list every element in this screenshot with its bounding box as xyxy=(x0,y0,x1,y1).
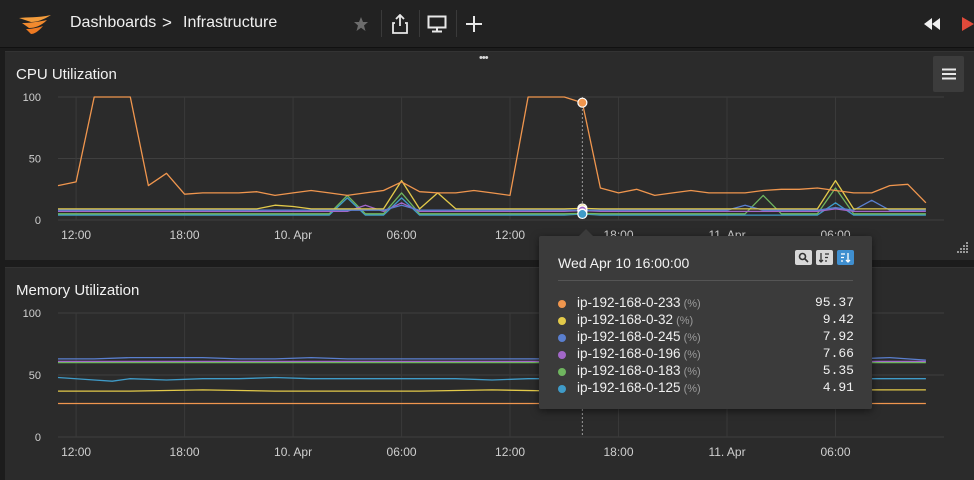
share-icon[interactable] xyxy=(388,0,412,47)
tooltip-series-value: 9.42 xyxy=(822,312,854,327)
series-line xyxy=(58,199,926,211)
hamburger-menu-icon xyxy=(941,68,956,80)
hover-point xyxy=(577,208,588,220)
tooltip-series-name: ip-192-168-0-32 (%) xyxy=(577,312,694,327)
cpu-utilization-panel: CPU Utilization ••• xyxy=(5,51,974,260)
tooltip-timestamp: Wed Apr 10 16:00:00 xyxy=(558,255,690,271)
tooltip-unit: (%) xyxy=(683,366,701,378)
x-tick-label: 06:00 xyxy=(387,445,417,459)
x-tick-label: 12:00 xyxy=(61,445,91,459)
tooltip-row: ip-192-168-0-183 (%) 5.35 xyxy=(558,363,854,380)
breadcrumb-separator: > xyxy=(162,13,172,32)
tooltip-unit: (%) xyxy=(683,298,701,310)
tooltip-unit: (%) xyxy=(676,315,694,327)
tooltip-row: ip-192-168-0-32 (%) 9.42 xyxy=(558,312,854,329)
panel-drag-handle[interactable]: ••• xyxy=(479,52,489,64)
series-line xyxy=(58,197,926,216)
series-color-dot xyxy=(558,368,566,376)
display-monitor-icon[interactable] xyxy=(425,0,449,47)
x-tick-label: 12:00 xyxy=(495,445,525,459)
x-tick-label: 12:00 xyxy=(61,228,91,242)
play-triangle xyxy=(962,16,974,31)
chart-tooltip: Wed Apr 10 16:00:00 ip-192-168-0-233 (%) 9… xyxy=(539,229,872,409)
tooltip-divider xyxy=(558,280,853,281)
y-tick-label: 0 xyxy=(35,432,41,444)
tooltip-row: ip-192-168-0-245 (%) 7.92 xyxy=(558,329,854,346)
tooltip-unit: (%) xyxy=(683,332,701,344)
x-tick-label: 18:00 xyxy=(170,228,200,242)
y-tick-label: 0 xyxy=(35,215,41,227)
panel-title: CPU Utilization xyxy=(16,66,117,83)
toolbar-divider xyxy=(456,10,457,37)
x-tick-label: 10. Apr xyxy=(274,228,312,242)
x-tick-label: 18:00 xyxy=(170,445,200,459)
tooltip-series-name: ip-192-168-0-233 (%) xyxy=(577,295,701,310)
panel-resize-handle-icon[interactable] xyxy=(955,240,969,254)
tooltip-row: ip-192-168-0-196 (%) 7.66 xyxy=(558,346,854,363)
tooltip-series-value: 95.37 xyxy=(814,295,854,310)
tooltip-unit: (%) xyxy=(683,349,701,361)
tooltip-series-name: ip-192-168-0-183 (%) xyxy=(577,363,701,378)
series-line xyxy=(58,187,926,215)
series-color-dot xyxy=(558,385,566,393)
sort-alpha-icon[interactable] xyxy=(816,250,833,265)
tooltip-series-value: 5.35 xyxy=(822,363,854,378)
tooltip-series-name: ip-192-168-0-245 (%) xyxy=(577,329,701,344)
x-tick-label: 10. Apr xyxy=(274,445,312,459)
x-tick-label: 12:00 xyxy=(495,228,525,242)
tooltip-row: ip-192-168-0-125 (%) 4.91 xyxy=(558,380,854,397)
tooltip-series-value: 4.91 xyxy=(822,380,854,395)
x-tick-label: 06:00 xyxy=(820,445,850,459)
breadcrumb-infrastructure: Infrastructure xyxy=(183,14,278,31)
breadcrumb-dashboards[interactable]: Dashboards xyxy=(70,14,157,31)
series-color-dot xyxy=(558,300,566,308)
series-line xyxy=(58,202,926,213)
tooltip-row: ip-192-168-0-233 (%) 95.37 xyxy=(558,295,854,312)
hover-point xyxy=(577,97,588,108)
x-tick-label: 06:00 xyxy=(387,228,417,242)
panel-title: Memory Utilization xyxy=(16,282,140,299)
sort-value-icon[interactable] xyxy=(837,250,854,265)
x-tick-label: 18:00 xyxy=(604,445,634,459)
panel-menu-button[interactable] xyxy=(933,56,964,92)
tooltip-series-value: 7.66 xyxy=(822,346,854,361)
y-tick-label: 100 xyxy=(23,308,41,320)
top-bar: Dashboards > Infrastructure xyxy=(0,0,974,48)
y-tick-label: 100 xyxy=(23,92,41,104)
play-icon[interactable] xyxy=(960,0,974,47)
add-plus-icon[interactable] xyxy=(463,0,485,47)
zoom-search-icon[interactable] xyxy=(795,250,812,265)
favorite-star-icon[interactable] xyxy=(350,0,372,47)
tooltip-series-name: ip-192-168-0-196 (%) xyxy=(577,346,701,361)
y-tick-label: 50 xyxy=(29,370,41,382)
series-color-dot xyxy=(558,334,566,342)
series-line xyxy=(58,179,926,210)
solarwinds-logo-icon[interactable] xyxy=(17,9,53,37)
toolbar-divider xyxy=(419,10,420,37)
rewind-icon[interactable] xyxy=(920,0,944,47)
series-line xyxy=(57,96,927,204)
tooltip-series-name: ip-192-168-0-125 (%) xyxy=(577,380,701,395)
tooltip-series-value: 7.92 xyxy=(822,329,854,344)
x-tick-label: 11. Apr xyxy=(708,445,745,459)
tooltip-unit: (%) xyxy=(683,383,701,395)
toolbar-divider xyxy=(381,10,382,37)
y-tick-label: 50 xyxy=(29,154,41,166)
series-color-dot xyxy=(558,351,566,359)
series-color-dot xyxy=(558,317,566,325)
